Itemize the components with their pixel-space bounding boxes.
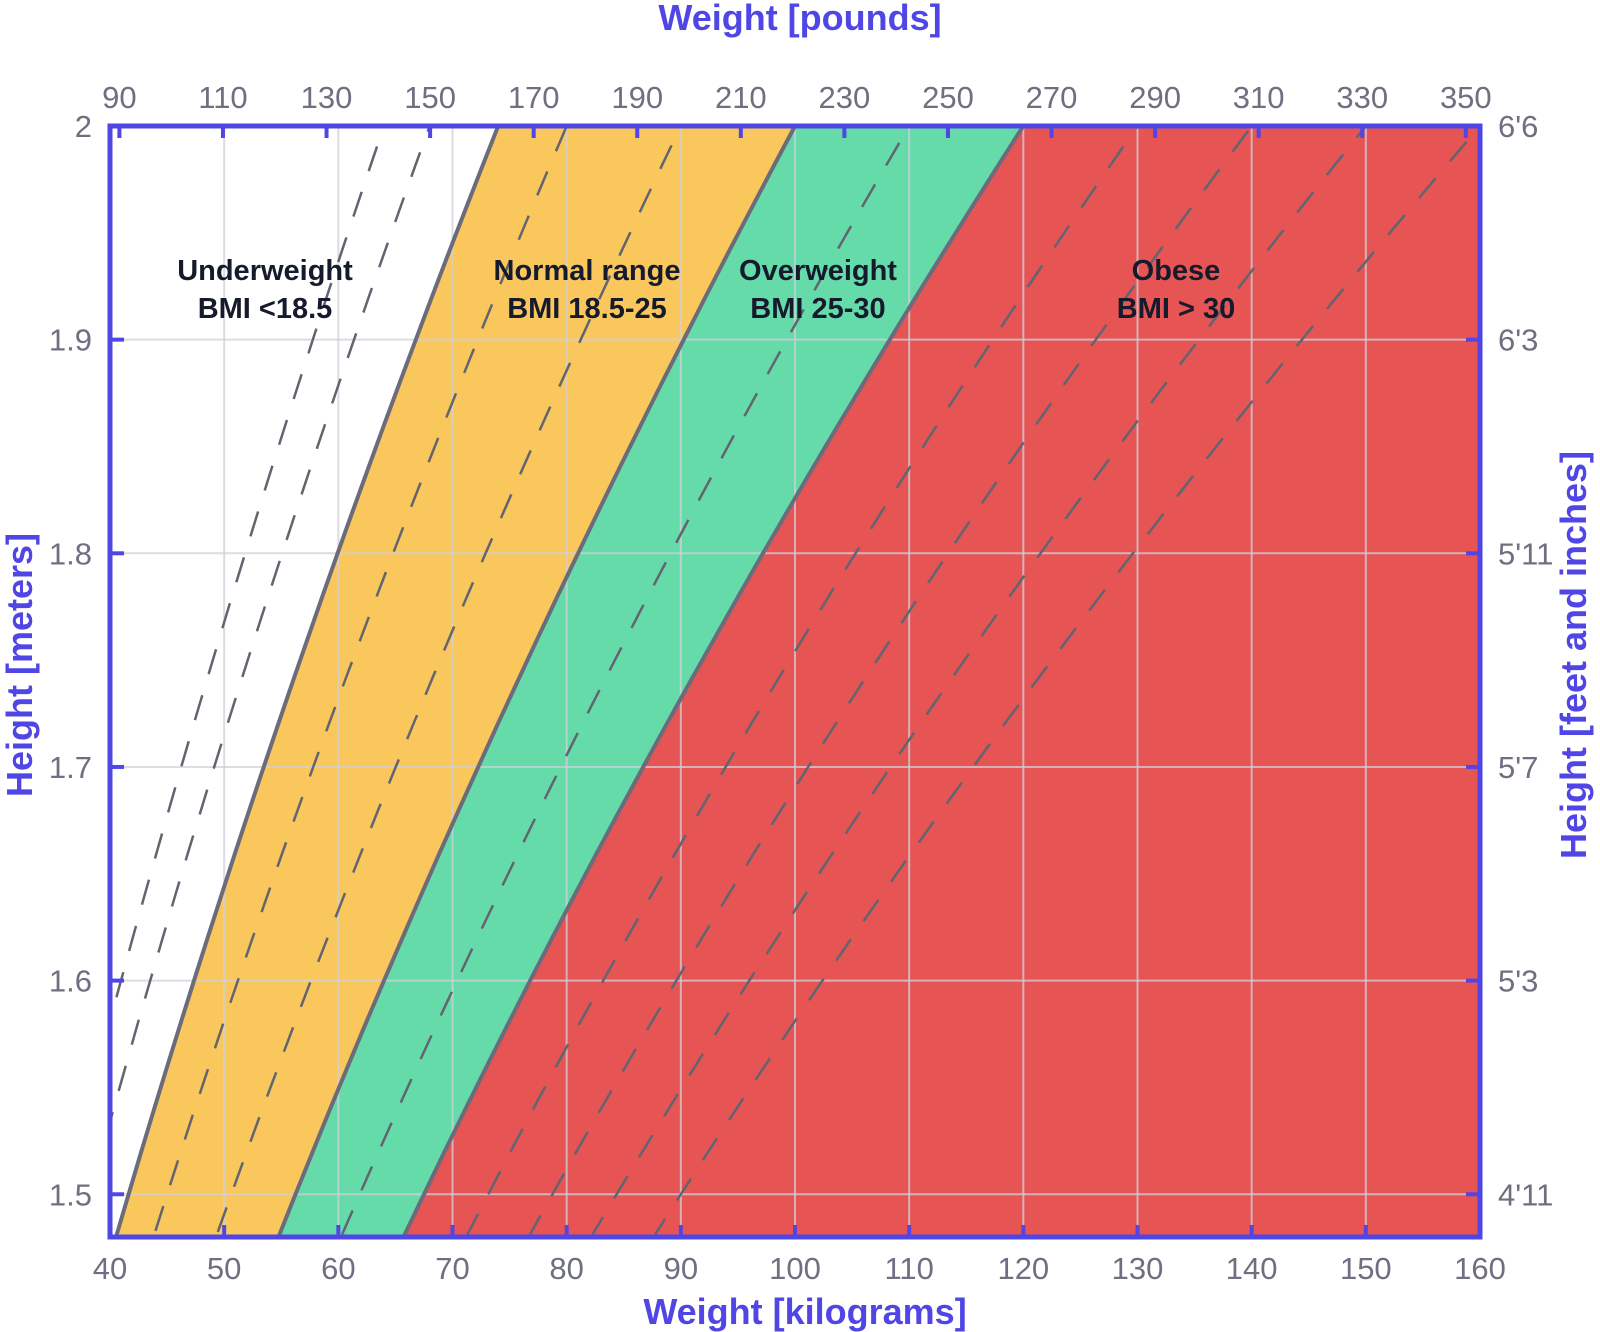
bmi-boundary-line <box>401 126 1026 1237</box>
tick-label-top: 290 <box>1129 80 1181 115</box>
dashed-bmi-line <box>527 126 1254 1237</box>
region-name-label: Normal range <box>494 255 681 287</box>
bmi-boundary-line <box>276 126 798 1237</box>
tick-label-left: 1.6 <box>49 964 92 999</box>
tick-label-left: 2 <box>75 109 92 144</box>
tick-label-bottom: 90 <box>664 1251 698 1286</box>
tick-label-bottom: 110 <box>884 1251 933 1286</box>
tick-label-bottom: 160 <box>1454 1251 1506 1286</box>
tick-label-bottom: 140 <box>1226 1251 1278 1286</box>
region-range-label: BMI > 30 <box>1117 293 1235 325</box>
tick-label-right: 6'6 <box>1498 109 1538 144</box>
axis-ticks: 40 50 60 70 80 90 100 110 120 130 140 150 160 90 110 13… <box>49 80 1553 1286</box>
tick-label-left: 1.8 <box>49 536 92 571</box>
tick-label-top: 130 <box>301 80 353 115</box>
region-normal-range <box>116 126 795 1237</box>
region-labels: Underweight BMI <18.5 Normal range BMI 18.5… <box>177 255 1235 325</box>
region-underweight <box>110 126 499 1237</box>
tick-label-top: 170 <box>508 80 560 115</box>
tick-label-bottom: 150 <box>1340 1251 1392 1286</box>
region-name-label: Overweight <box>739 255 897 287</box>
tick-label-bottom: 120 <box>997 1251 1049 1286</box>
region-obese <box>403 126 1480 1237</box>
dashed-bmi-line <box>589 126 1368 1237</box>
tick-label-bottom: 40 <box>93 1251 127 1286</box>
tick-label-top: 230 <box>819 80 871 115</box>
tick-label-left: 1.5 <box>49 1177 92 1212</box>
dashed-bmi-line <box>110 126 432 1127</box>
dashed-bmi-line <box>152 126 569 1237</box>
left-axis-title: Height [meters] <box>0 533 40 797</box>
tick-label-top: 210 <box>715 80 767 115</box>
tick-label-top: 310 <box>1233 80 1285 115</box>
tick-label-top: 110 <box>198 80 247 115</box>
bmi-regions <box>110 126 1480 1237</box>
tick-label-right: 5'7 <box>1498 750 1538 785</box>
dashed-bmi-line <box>214 126 683 1237</box>
bottom-axis-title: Weight [kilograms] <box>643 1291 966 1332</box>
tick-label-top: 150 <box>404 80 456 115</box>
grid-lines <box>110 126 1480 1237</box>
tick-label-top: 190 <box>611 80 663 115</box>
tick-label-bottom: 50 <box>207 1251 241 1286</box>
dashed-bmi-lines <box>110 126 1480 1237</box>
tick-label-top: 330 <box>1336 80 1388 115</box>
bmi-boundary-line <box>113 126 501 1237</box>
tick-label-top: 90 <box>102 80 136 115</box>
tick-label-left: 1.9 <box>49 323 92 358</box>
tick-label-top: 250 <box>922 80 974 115</box>
tick-label-top: 270 <box>1026 80 1078 115</box>
region-name-label: Underweight <box>177 255 353 287</box>
right-axis-title: Height [feet and inches] <box>1553 451 1594 859</box>
dashed-bmi-line <box>110 126 386 1026</box>
tick-label-right: 5'3 <box>1498 964 1538 999</box>
tick-label-bottom: 100 <box>769 1251 821 1286</box>
dashed-bmi-line <box>652 126 1480 1237</box>
region-overweight <box>278 126 1024 1237</box>
tick-label-left: 1.7 <box>49 750 92 785</box>
tick-label-bottom: 70 <box>435 1251 469 1286</box>
tick-label-bottom: 80 <box>549 1251 583 1286</box>
region-range-label: BMI <18.5 <box>198 293 333 325</box>
region-range-label: BMI 25-30 <box>750 293 885 325</box>
tick-label-right: 4'11 <box>1498 1177 1553 1212</box>
bmi-boundary-lines <box>113 126 1026 1237</box>
region-range-label: BMI 18.5-25 <box>507 293 667 325</box>
top-axis-title: Weight [pounds] <box>658 0 941 38</box>
tick-label-bottom: 60 <box>321 1251 355 1286</box>
tick-label-top: 350 <box>1440 80 1492 115</box>
tick-label-right: 6'3 <box>1498 323 1538 358</box>
dashed-bmi-line <box>464 126 1140 1237</box>
region-name-label: Obese <box>1132 255 1221 287</box>
tick-label-bottom: 130 <box>1112 1251 1164 1286</box>
tick-label-right: 5'11 <box>1498 536 1553 571</box>
